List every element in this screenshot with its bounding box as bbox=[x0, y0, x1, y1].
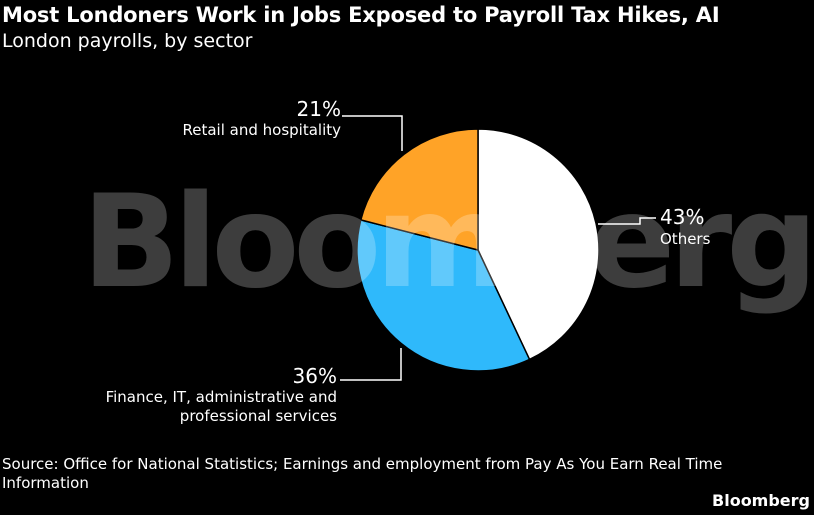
callout-leader-line bbox=[598, 217, 656, 225]
slice-category-label: Retail and hospitality bbox=[183, 121, 342, 139]
chart-title: Most Londoners Work in Jobs Exposed to P… bbox=[2, 3, 720, 27]
slice-percent-label: 21% bbox=[297, 97, 341, 121]
pie-slice-retail-and-hospitality bbox=[359, 128, 479, 251]
slice-percent-label: 43% bbox=[660, 205, 704, 229]
slice-category-label: Others bbox=[660, 230, 711, 248]
pie-chart: 43%Others 36%Finance, IT, administrative … bbox=[106, 97, 711, 425]
slice-category-label: professional services bbox=[180, 407, 337, 425]
pie-slice-finance-it-administrative-and-professional-services bbox=[356, 218, 531, 372]
pie-slice-others bbox=[477, 128, 600, 361]
bloomberg-logo: Bloomberg bbox=[712, 491, 810, 510]
source-note: Source: Office for National Statistics; … bbox=[2, 455, 723, 492]
pie-slices bbox=[356, 128, 600, 372]
slice-category-label: Finance, IT, administrative and bbox=[106, 388, 337, 406]
slice-percent-label: 36% bbox=[293, 364, 337, 388]
callout-leader-line bbox=[342, 115, 403, 151]
pie-callouts: 43%Others 36%Finance, IT, administrative … bbox=[106, 97, 711, 425]
callout-leader-line bbox=[340, 348, 402, 381]
chart-subtitle: London payrolls, by sector bbox=[2, 30, 253, 52]
